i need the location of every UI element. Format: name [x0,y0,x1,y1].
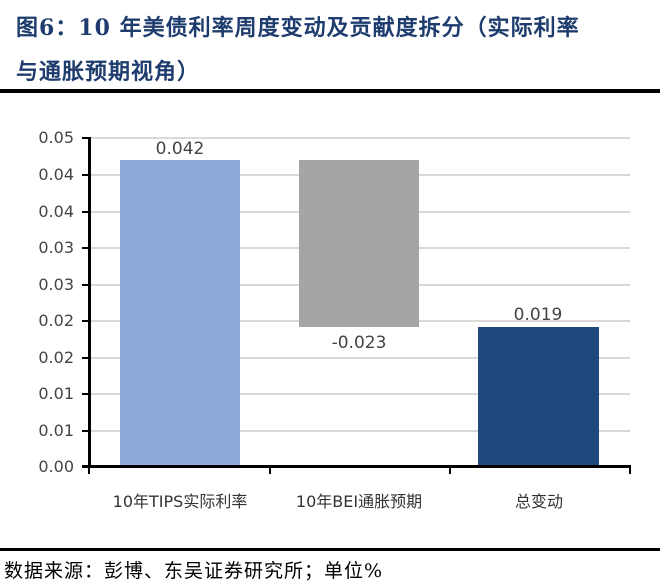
ytick [82,211,90,213]
gridline [89,430,630,432]
x-label: 10年BEI通胀预期 [295,492,423,511]
xtick [269,465,271,474]
x-label: 10年TIPS实际利率 [112,492,248,511]
ytick-label: 0.01 [38,421,74,440]
ytick-label: 0.01 [38,384,74,403]
ytick-label: 0.03 [38,275,74,294]
ytick-label: 0.02 [38,311,74,330]
chart-title: 图6：10 年美债利率周度变动及贡献度拆分（实际利率 与通胀预期视角） [16,6,656,94]
chart-title-line2: 与通胀预期视角） [16,59,201,85]
ytick [82,137,90,139]
bar-bei-inflation-expectation [299,160,419,327]
ytick [82,393,90,395]
x-label: 总变动 [514,492,563,511]
chart-title-line1: 图6：10 年美债利率周度变动及贡献度拆分（实际利率 [16,15,580,41]
ytick-label: 0.05 [38,128,74,147]
y-axis [88,137,91,468]
gridline [89,357,630,359]
ytick [82,247,90,249]
ytick-label: 0.00 [38,457,74,476]
ytick-label: 0.03 [38,238,74,257]
source-note: 数据来源：彭博、东吴证券研究所；单位% [4,560,384,582]
xtick [88,465,90,474]
ytick-label: 0.04 [38,202,74,221]
top-rule [0,89,660,93]
gridline [89,137,630,139]
x-axis [82,465,631,468]
xtick [449,465,451,474]
gridline [89,393,630,395]
ytick [82,357,90,359]
ytick [82,320,90,322]
data-label: 0.042 [155,139,205,159]
ytick-label: 0.04 [38,165,74,184]
ytick [82,284,90,286]
bar-total-change [478,327,599,466]
ytick-label: 0.02 [38,348,74,367]
ytick [82,430,90,432]
bottom-rule [0,548,660,551]
ytick [82,174,90,176]
xtick [629,465,631,474]
data-label: 0.019 [513,305,563,325]
bar-tips-real-rate [120,160,240,466]
data-label: -0.023 [331,333,387,353]
